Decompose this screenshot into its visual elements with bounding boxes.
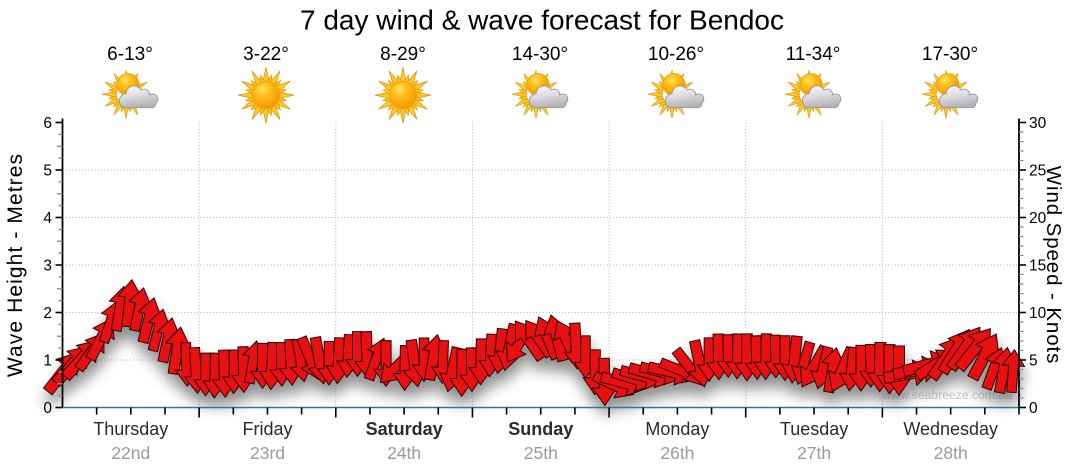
- svg-text:2: 2: [43, 305, 52, 322]
- svg-text:11-34°: 11-34°: [786, 44, 841, 65]
- svg-text:27th: 27th: [797, 443, 831, 463]
- svg-text:Wave Height - Metres: Wave Height - Metres: [4, 153, 27, 377]
- svg-text:5: 5: [1029, 353, 1038, 370]
- svg-text:Wind Speed - Knots: Wind Speed - Knots: [1042, 166, 1065, 365]
- svg-text:4: 4: [43, 210, 52, 227]
- svg-text:28th: 28th: [934, 443, 968, 463]
- svg-text:www.seabreeze.com.au: www.seabreeze.com.au: [882, 388, 1012, 402]
- svg-text:17-30°: 17-30°: [922, 44, 978, 65]
- svg-text:6: 6: [43, 115, 52, 132]
- svg-text:1: 1: [43, 353, 52, 370]
- svg-text:24th: 24th: [387, 443, 421, 463]
- svg-text:Saturday: Saturday: [366, 419, 443, 439]
- svg-text:25th: 25th: [524, 443, 558, 463]
- svg-text:Friday: Friday: [242, 419, 292, 439]
- svg-text:3-22°: 3-22°: [243, 44, 289, 65]
- svg-text:10: 10: [1029, 305, 1047, 322]
- svg-text:5: 5: [43, 163, 52, 180]
- svg-text:Monday: Monday: [645, 419, 709, 439]
- svg-text:20: 20: [1029, 210, 1047, 227]
- svg-text:14-30°: 14-30°: [512, 44, 568, 65]
- svg-text:15: 15: [1029, 258, 1046, 275]
- svg-text:Thursday: Thursday: [93, 419, 168, 439]
- svg-text:3: 3: [43, 258, 52, 275]
- svg-text:26th: 26th: [660, 443, 694, 463]
- svg-text:Sunday: Sunday: [508, 419, 573, 439]
- svg-text:0: 0: [1029, 400, 1038, 417]
- svg-text:Tuesday: Tuesday: [780, 419, 848, 439]
- svg-text:25: 25: [1029, 163, 1046, 180]
- svg-text:30: 30: [1029, 115, 1047, 132]
- svg-text:8-29°: 8-29°: [380, 44, 426, 65]
- svg-text:22nd: 22nd: [111, 443, 150, 463]
- svg-text:7 day wind & wave forecast for: 7 day wind & wave forecast for Bendoc: [300, 5, 784, 36]
- svg-text:6-13°: 6-13°: [107, 44, 153, 65]
- svg-text:10-26°: 10-26°: [648, 44, 704, 65]
- svg-text:Wednesday: Wednesday: [903, 419, 998, 439]
- svg-text:0: 0: [43, 400, 52, 417]
- svg-text:23rd: 23rd: [250, 443, 285, 463]
